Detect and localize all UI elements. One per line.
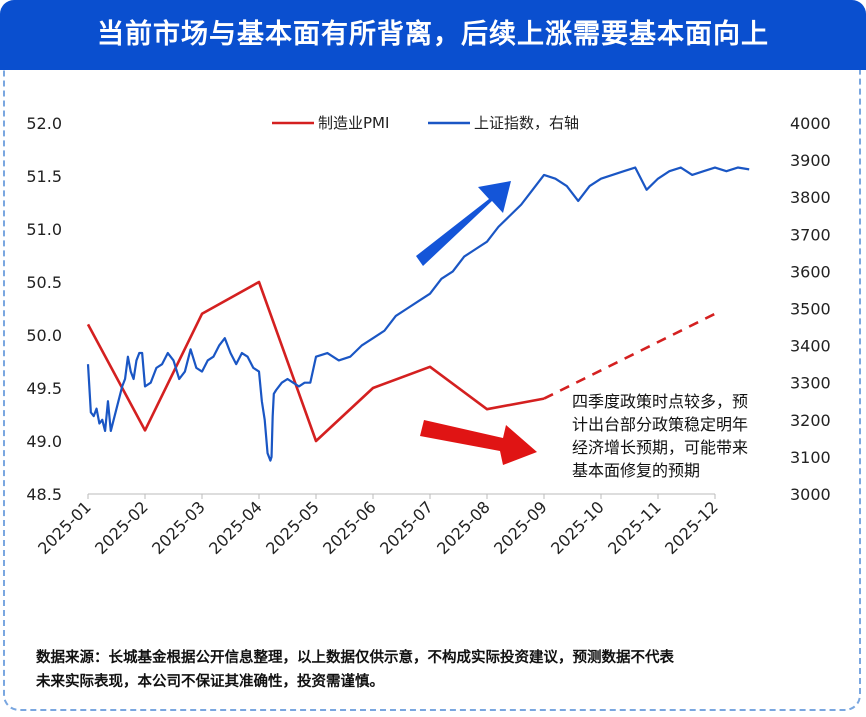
x-tick-label: 2025-02 [91,497,152,558]
footer-line: 未来实际表现，本公司不保证其准确性，投资需谨慎。 [36,674,384,690]
left-tick-label: 52.0 [26,114,62,133]
right-tick-label: 3900 [790,151,831,170]
x-tick-label: 2025-08 [433,497,494,558]
forecast-arrow [420,420,537,465]
x-tick-label: 2025-04 [205,497,266,558]
x-tick-label: 2025-07 [376,497,437,558]
right-tick-label: 3600 [790,262,831,281]
x-tick-label: 2025-03 [148,497,209,558]
left-tick-label: 48.5 [26,485,62,504]
pmi-forecast-dashed-line [543,312,716,400]
annotation-line: 计出台部分政策稳定明年 [572,415,749,434]
right-tick-label: 3400 [790,337,831,356]
footer-line: 数据来源：长城基金根据公开信息整理，以上数据仅供示意，不构成实际投资建议，预测数… [36,650,674,666]
right-tick-label: 3000 [790,485,831,504]
index-series-line [86,166,750,462]
annotation-line: 经济增长预期，可能带来 [572,438,749,457]
up-trend-arrow [416,181,511,266]
x-tick-label: 2025-06 [319,497,380,558]
annotation-line: 四季度政策时点较多，预 [572,392,749,411]
right-tick-label: 4000 [790,114,831,133]
legend-label-pmi: 制造业PMI [318,114,389,132]
right-tick-label: 3700 [790,225,831,244]
legend-label-index: 上证指数，右轴 [474,114,579,132]
page-title: 当前市场与基本面有所背离，后续上涨需要基本面向上 [97,19,769,50]
left-tick-label: 49.5 [26,379,62,398]
x-tick-label: 2025-12 [661,497,722,558]
left-tick-label: 51.5 [26,167,62,186]
left-tick-label: 49.0 [26,432,62,451]
x-tick-label: 2025-05 [262,497,323,558]
left-tick-label: 51.0 [26,220,62,239]
source-disclaimer: 数据来源：长城基金根据公开信息整理，以上数据仅供示意，不构成实际投资建议，预测数… [36,646,836,694]
right-tick-label: 3300 [790,374,831,393]
right-tick-label: 3500 [790,300,831,319]
title-bar [0,0,866,70]
x-tick-label: 2025-09 [490,497,551,558]
pmi-series-line [86,280,545,443]
x-tick-label: 2025-11 [604,497,665,558]
left-tick-label: 50.5 [26,273,62,292]
right-tick-label: 3100 [790,448,831,467]
right-tick-label: 3200 [790,411,831,430]
annotation-line: 基本面修复的预期 [572,461,701,480]
right-tick-label: 3800 [790,188,831,207]
x-tick-label: 2025-01 [34,497,95,558]
policy-annotation: 四季度政策时点较多，预 计出台部分政策稳定明年 经济增长预期，可能带来 基本面修… [572,390,802,482]
x-tick-label: 2025-10 [547,497,608,558]
left-tick-label: 50.0 [26,326,62,345]
